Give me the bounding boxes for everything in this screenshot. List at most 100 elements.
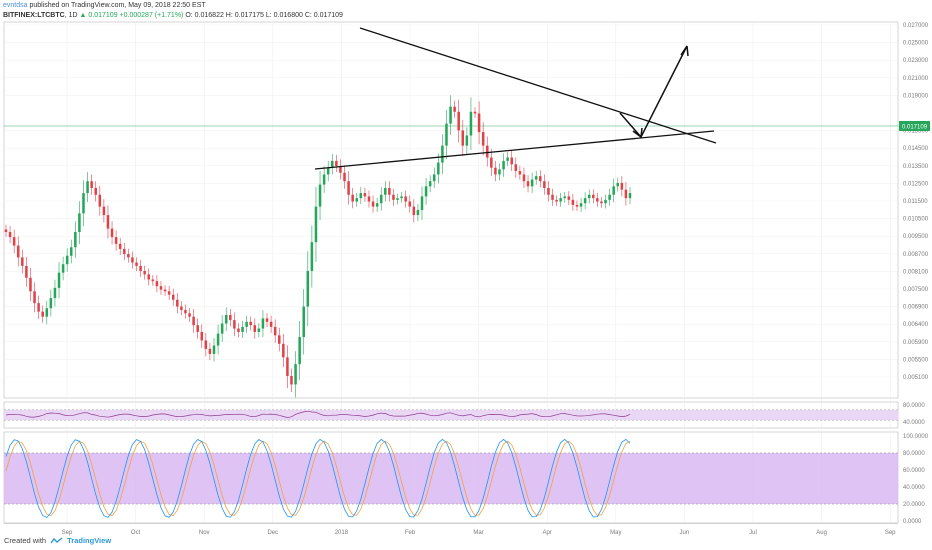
candle-body: [273, 326, 277, 336]
y-tick-label: 0.025000: [903, 41, 929, 47]
candle-body: [29, 277, 32, 292]
candle-body: [196, 325, 199, 332]
candle-body: [298, 337, 301, 365]
candle-body: [469, 111, 473, 136]
candle-body: [628, 193, 632, 199]
x-tick-label: Sep: [885, 530, 896, 536]
candle-body: [224, 315, 228, 324]
candle-body: [441, 145, 444, 163]
created-with-label: Created with: [4, 536, 47, 545]
candle-body: [608, 194, 611, 200]
candle-body: [587, 194, 591, 199]
stoch-band: [4, 453, 898, 504]
current-price-label: 0.017109: [902, 125, 928, 131]
candle-body: [159, 286, 163, 290]
candle-body: [465, 135, 469, 146]
candle-body: [498, 169, 501, 175]
ticker-symbol[interactable]: BITFINEX:LTCBTC: [3, 12, 65, 19]
last-price: 0.017109: [88, 12, 118, 19]
candle-body: [220, 323, 224, 334]
candle-body: [445, 123, 448, 146]
candle-body: [139, 265, 142, 271]
candle-body: [596, 198, 599, 202]
candle-body: [41, 311, 44, 317]
candle-body: [306, 270, 310, 307]
candle-body: [69, 247, 73, 256]
candle-body: [490, 157, 493, 168]
candle-body: [547, 187, 550, 195]
candle-body: [204, 340, 208, 349]
candle-body: [21, 257, 24, 266]
candle-body: [526, 181, 530, 187]
candle-body: [384, 187, 387, 195]
footer: Created with TradingView: [4, 536, 111, 545]
arrow-head-up-icon: [680, 45, 689, 57]
interval[interactable]: 1D: [68, 12, 78, 19]
candle-body: [302, 306, 305, 338]
candle-body: [559, 198, 562, 202]
candle-body: [371, 201, 375, 207]
x-tick-label: Dec: [267, 530, 278, 536]
candle-body: [45, 308, 49, 317]
candle-body: [412, 206, 416, 216]
rsi-line: [5, 410, 631, 418]
y-tick-label: 0.014500: [903, 146, 929, 152]
header-publisher: evntdsa published on TradingView.com, Ma…: [3, 2, 206, 9]
candle-body: [534, 176, 538, 180]
candle-body: [155, 281, 159, 287]
y-tick-label: 0.012500: [903, 181, 929, 187]
candle-body: [314, 206, 318, 243]
y-tick-label: 0.008700: [903, 252, 929, 258]
candle-body: [245, 321, 248, 327]
candle-body: [143, 270, 146, 275]
tradingview-brand[interactable]: TradingView: [67, 536, 112, 545]
ohlc-values: O: 0.016822 H: 0.017175 L: 0.016800 C: 0…: [185, 12, 343, 19]
current-price-badge: [899, 121, 930, 131]
candle-body: [343, 172, 346, 182]
author-name[interactable]: evntdsa: [3, 2, 28, 9]
candle-body: [592, 194, 595, 199]
candle-body: [110, 228, 114, 238]
candle-body: [16, 245, 20, 258]
candle-body: [147, 274, 151, 280]
candle-body: [163, 289, 167, 292]
x-tick-label: Apr: [543, 530, 552, 536]
candle-body: [510, 157, 513, 165]
x-tick-label: Oct: [131, 530, 141, 536]
candle-body: [188, 313, 191, 317]
candle-body: [424, 186, 428, 197]
candle-body: [567, 196, 571, 200]
candle-body: [208, 348, 212, 354]
candle-body: [265, 318, 269, 322]
candle-body: [392, 194, 395, 200]
candle-body: [335, 160, 338, 166]
rsi-band: [4, 409, 898, 421]
rsi-tick-label: 40.0000: [903, 420, 925, 426]
candle-body: [530, 179, 534, 187]
candle-body: [37, 303, 40, 312]
candle-body: [375, 203, 379, 207]
candle-body: [229, 315, 232, 321]
stoch-k-line: [5, 438, 631, 518]
candle-body: [269, 321, 273, 327]
candle-body: [106, 215, 110, 229]
stoch-tick-label: 20.0000: [903, 502, 925, 508]
candle-body: [363, 193, 367, 197]
candle-body: [367, 196, 371, 202]
candle-body: [78, 213, 81, 233]
y-tick-label: 0.005500: [903, 357, 929, 363]
y-tick-label: 0.005900: [903, 340, 929, 346]
candle-body: [249, 321, 252, 326]
candle-body: [359, 193, 363, 199]
candle-body: [485, 145, 489, 158]
y-tick-label: 0.010500: [903, 217, 929, 223]
y-tick-label: 0.023000: [903, 58, 929, 64]
candle-body: [151, 279, 155, 282]
candle-body: [12, 237, 16, 246]
x-tick-label: 2018: [335, 530, 349, 536]
candle-body: [600, 201, 603, 204]
candle-body: [616, 182, 620, 187]
y-tick-label: 0.006900: [903, 305, 929, 311]
candle-body: [102, 206, 106, 216]
